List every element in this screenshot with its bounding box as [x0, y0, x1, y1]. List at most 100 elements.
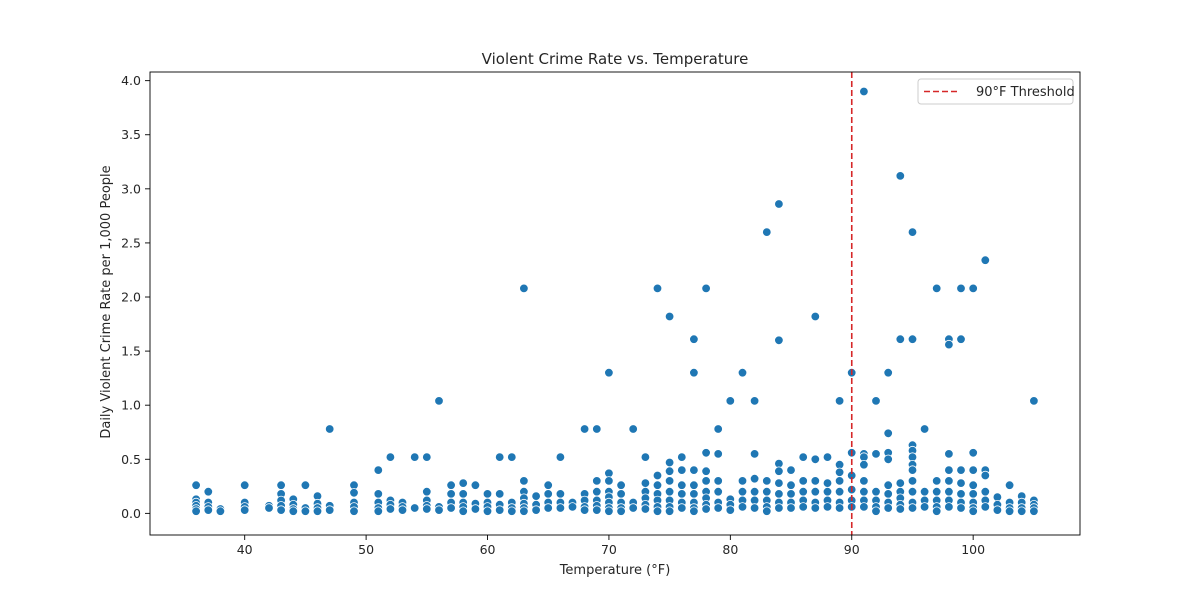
y-tick-label: 3.5 — [121, 127, 141, 142]
data-point — [871, 449, 881, 459]
data-point — [604, 368, 614, 378]
data-point — [822, 452, 833, 462]
data-point — [810, 503, 821, 513]
data-point — [713, 476, 723, 486]
data-point — [276, 505, 286, 515]
data-point — [944, 487, 954, 497]
data-point — [919, 424, 930, 434]
data-point — [446, 489, 456, 499]
data-point — [725, 396, 736, 406]
data-point — [956, 503, 966, 513]
data-point — [701, 283, 711, 294]
data-point — [373, 489, 384, 499]
data-point — [919, 487, 930, 497]
data-point — [713, 424, 723, 434]
data-point — [470, 480, 481, 490]
data-point — [737, 487, 748, 497]
data-point — [907, 503, 918, 513]
data-point — [373, 506, 384, 516]
data-point — [1017, 506, 1027, 516]
data-point — [701, 504, 711, 514]
data-point — [968, 465, 978, 475]
data-point — [798, 476, 808, 486]
data-point — [373, 465, 384, 475]
data-point — [579, 505, 590, 515]
legend: 90°F Threshold — [917, 78, 1075, 105]
data-point — [446, 480, 456, 490]
y-axis-label: Daily Violent Crime Rate per 1,000 Peopl… — [99, 165, 114, 438]
data-point — [762, 227, 772, 237]
data-point — [956, 478, 966, 488]
data-point — [555, 489, 566, 499]
data-point — [895, 171, 906, 181]
legend-threshold-label: 90°F Threshold — [976, 85, 1075, 100]
data-point — [422, 487, 432, 497]
data-point — [215, 506, 226, 516]
data-point — [664, 487, 675, 497]
data-point — [762, 487, 772, 497]
data-point — [531, 505, 541, 515]
data-point — [834, 476, 845, 486]
data-point — [458, 478, 468, 488]
data-point — [531, 491, 541, 501]
data-point — [822, 487, 833, 497]
data-point — [749, 487, 760, 497]
data-point — [980, 487, 991, 497]
data-point — [810, 487, 821, 497]
data-point — [446, 503, 456, 513]
data-point — [640, 504, 651, 514]
data-point — [907, 227, 918, 237]
x-tick-label: 80 — [722, 542, 738, 557]
data-point — [664, 506, 675, 516]
data-point — [434, 505, 444, 515]
data-point — [689, 506, 699, 516]
data-point — [701, 476, 711, 486]
data-point — [701, 448, 711, 458]
data-point — [519, 506, 529, 516]
data-point — [325, 505, 335, 515]
data-point — [664, 466, 675, 476]
data-point — [458, 506, 468, 516]
data-point — [191, 506, 201, 516]
data-point — [713, 503, 723, 513]
data-point — [652, 470, 663, 481]
data-point — [385, 504, 396, 514]
data-point — [944, 449, 954, 459]
data-point — [810, 454, 821, 465]
data-point — [798, 487, 808, 497]
data-point — [944, 502, 954, 512]
data-point — [762, 476, 772, 486]
data-point — [701, 466, 711, 476]
x-tick-label: 60 — [480, 542, 496, 557]
data-point — [677, 465, 687, 475]
data-point — [713, 449, 723, 459]
data-point — [944, 476, 954, 486]
data-point — [932, 283, 942, 294]
y-tick-label: 2.0 — [121, 290, 141, 305]
data-point — [519, 283, 529, 294]
data-point — [652, 506, 663, 516]
data-point — [349, 488, 359, 498]
data-point — [677, 452, 687, 462]
data-point — [640, 478, 651, 488]
data-point — [774, 489, 784, 499]
data-point — [980, 502, 991, 512]
data-point — [203, 505, 214, 515]
data-point — [907, 334, 918, 344]
data-point — [482, 506, 493, 516]
data-point — [895, 504, 906, 514]
data-point — [749, 474, 760, 484]
data-point — [968, 506, 978, 516]
legend-frame — [917, 78, 1074, 105]
data-point — [944, 339, 954, 350]
y-tick-label: 0.0 — [121, 506, 141, 521]
data-point — [191, 480, 201, 490]
y-tick-label: 1.5 — [121, 344, 141, 359]
data-point — [689, 368, 699, 378]
data-point — [834, 503, 845, 513]
data-point — [968, 489, 978, 499]
data-point — [300, 480, 311, 490]
data-point — [495, 452, 505, 462]
data-point — [677, 503, 687, 513]
